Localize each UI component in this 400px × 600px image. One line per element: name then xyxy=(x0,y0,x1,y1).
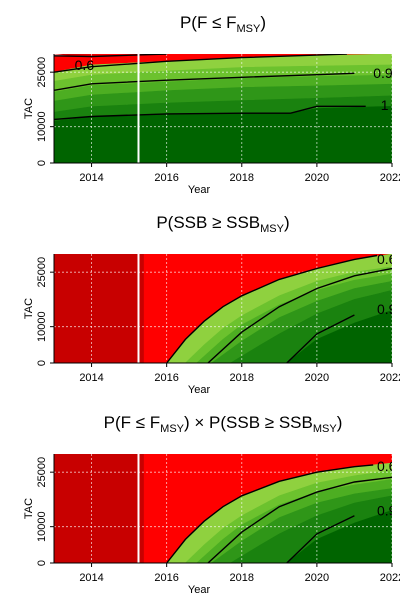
x-tick-label: 2018 xyxy=(230,372,254,384)
x-tick-label: 2014 xyxy=(79,172,103,184)
contour-line xyxy=(54,72,355,91)
plot-area: 0.6 0.9 xyxy=(54,251,397,363)
contour-line xyxy=(166,464,374,563)
panel-3: 0.6 0.9 2014 2016 2018 2020 2022 0 10000 25000 Yea… xyxy=(23,413,400,596)
chart-title: P(F ≤ FMSY) xyxy=(180,13,266,35)
x-tick-label: 2020 xyxy=(305,372,329,384)
y-tick-label: 25000 xyxy=(36,457,48,488)
y-axis-label: TAC xyxy=(23,98,35,119)
x-tick-label: 2022 xyxy=(380,572,400,584)
x-axis-label: Year xyxy=(188,384,211,396)
x-tick-label: 2018 xyxy=(230,172,254,184)
x-tick-label: 2016 xyxy=(154,172,178,184)
contour-line xyxy=(286,515,355,563)
contour-label: 0.9 xyxy=(377,502,397,518)
x-tick-label: 2022 xyxy=(380,372,400,384)
x-axis-label: Year xyxy=(188,584,211,596)
y-axis-label: TAC xyxy=(23,498,35,519)
y-tick-label: 0 xyxy=(36,360,48,366)
x-tick-label: 2016 xyxy=(154,372,178,384)
contour-line xyxy=(207,476,392,563)
contour-line xyxy=(166,254,378,363)
contour-line xyxy=(54,105,366,121)
y-tick-label: 10000 xyxy=(36,311,48,342)
contour-label: 0.6 xyxy=(377,458,397,474)
y-tick-label: 0 xyxy=(36,560,48,566)
y-tick-label: 0 xyxy=(36,160,48,166)
contour-label: 0.9 xyxy=(377,301,397,317)
probability-band xyxy=(54,454,145,563)
contour-line xyxy=(54,54,347,73)
y-axis-label: TAC xyxy=(23,298,35,319)
y-tick-label: 10000 xyxy=(36,111,48,142)
contour-line xyxy=(207,267,392,363)
probability-band xyxy=(286,509,392,563)
contour-line xyxy=(54,54,167,58)
y-tick-label: 25000 xyxy=(36,257,48,288)
contour-line xyxy=(286,314,355,363)
y-tick-label: 25000 xyxy=(36,57,48,88)
plot-area: 0.6 0.9 xyxy=(54,454,397,563)
x-tick-label: 2022 xyxy=(380,172,400,184)
x-tick-label: 2014 xyxy=(79,572,103,584)
contour-label: 0.6 xyxy=(75,57,95,73)
x-axis-label: Year xyxy=(188,184,211,196)
x-tick-label: 2016 xyxy=(154,572,178,584)
y-tick-label: 10000 xyxy=(36,511,48,542)
x-tick-label: 2018 xyxy=(230,572,254,584)
x-tick-label: 2014 xyxy=(79,372,103,384)
x-tick-label: 2020 xyxy=(305,572,329,584)
contour-label: 1 xyxy=(381,97,389,113)
chart-title: P(SSB ≥ SSBMSY) xyxy=(156,213,289,235)
contour-label: 0.6 xyxy=(377,251,397,267)
probability-band xyxy=(286,309,392,363)
panel-1: 0.6 0.9 1 2014 2016 2018 2020 2022 0 10000 25000 Ye… xyxy=(23,13,400,196)
chart-title: P(F ≤ FMSY) × P(SSB ≥ SSBMSY) xyxy=(104,413,343,435)
contour-label: 0.9 xyxy=(373,65,393,81)
panel-2: 0.6 0.9 2014 2016 2018 2020 2022 0 10000 25000 Yea… xyxy=(23,213,400,396)
probability-band xyxy=(54,254,145,363)
plot-area: 0.6 0.9 1 xyxy=(54,54,393,163)
x-tick-label: 2020 xyxy=(305,172,329,184)
